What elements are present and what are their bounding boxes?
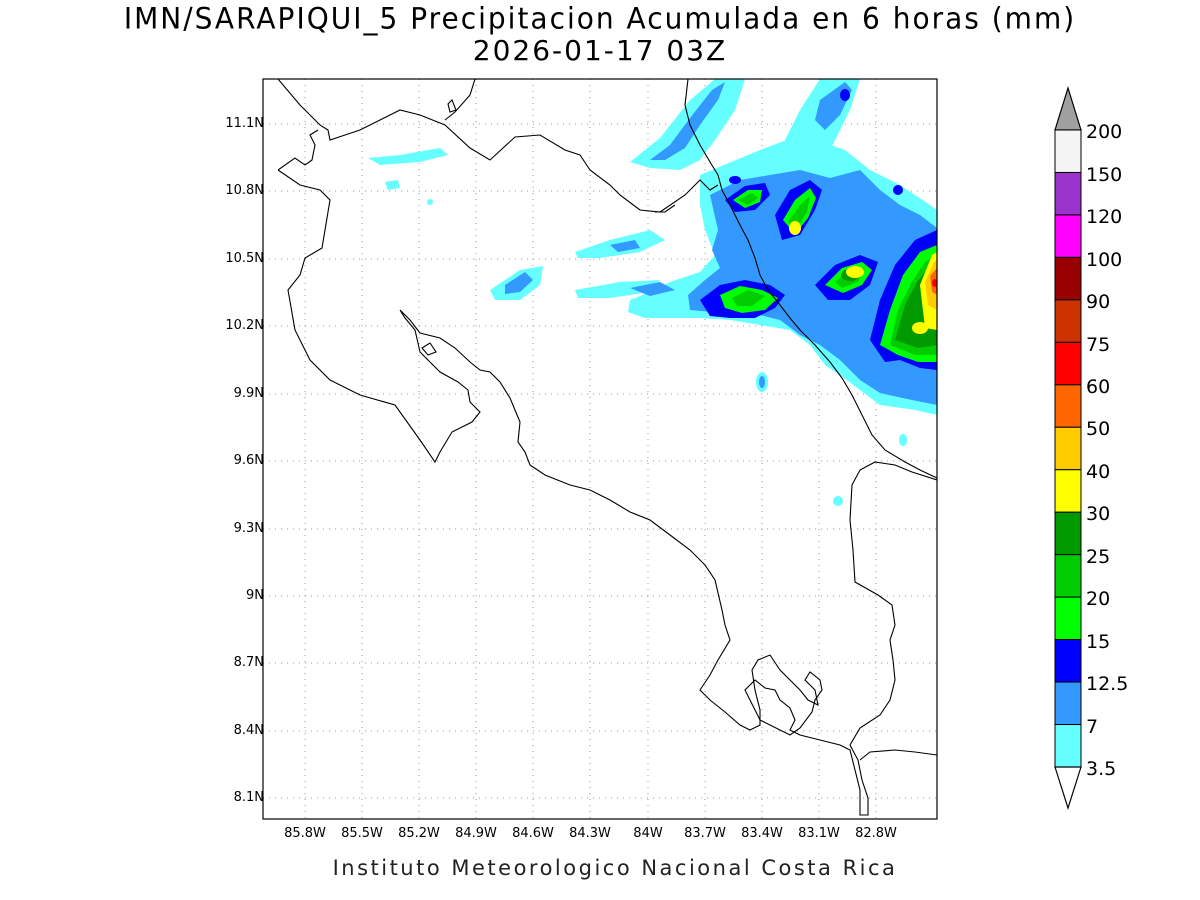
lat-tick-label: 9N (246, 588, 264, 603)
chart-subtitle-datetime: 2026-01-17 03Z (472, 34, 728, 67)
colorbar-swatch (1054, 681, 1082, 726)
precip-high (925, 260, 937, 310)
lat-tick-label: 10.8N (225, 183, 264, 198)
lat-tick-label: 9.3N (233, 521, 264, 536)
lon-tick-label: 83.7W (684, 826, 726, 841)
colorbar-label: 50 (1086, 418, 1111, 440)
lon-tick-label: 84.3W (569, 826, 611, 841)
lat-tick-label: 10.5N (225, 251, 264, 266)
colorbar-label: 60 (1086, 376, 1111, 398)
colorbar-swatch (1054, 256, 1082, 301)
lon-tick-label: 85.2W (398, 826, 440, 841)
colorbar-swatch (1054, 426, 1082, 471)
lon-tick-label: 84.9W (455, 826, 497, 841)
lon-tick-label: 85.8W (284, 826, 326, 841)
lat-tick-label: 8.1N (233, 790, 264, 805)
colorbar-label: 12.5 (1086, 673, 1129, 695)
colorbar-swatch (1054, 171, 1082, 216)
colorbar-swatch (1054, 554, 1082, 598)
lat-tick-label: 9.6N (233, 453, 264, 468)
colorbar-label: 200 (1086, 121, 1123, 143)
colorbar-label: 15 (1086, 631, 1111, 653)
map-grid (263, 79, 937, 819)
colorbar-label: 120 (1086, 206, 1123, 228)
colorbar-swatch (1054, 341, 1082, 386)
colorbar-under-arrow (1054, 766, 1082, 810)
colorbar-label: 90 (1086, 291, 1111, 313)
colorbar-label: 3.5 (1086, 758, 1117, 780)
colorbar-label: 150 (1086, 164, 1123, 186)
colorbar-label: 40 (1086, 461, 1111, 483)
colorbar-swatch (1054, 299, 1082, 343)
lat-tick-label: 8.4N (233, 723, 264, 738)
lon-tick-label: 84W (633, 826, 663, 841)
lat-tick-label: 11.1N (225, 116, 264, 131)
lat-tick-label: 10.2N (225, 318, 264, 333)
colorbar-swatch (1054, 129, 1082, 173)
colorbar-swatch (1054, 214, 1082, 258)
lon-tick-label: 84.6W (512, 826, 554, 841)
lon-tick-label: 83.1W (798, 826, 840, 841)
coastlines (277, 79, 937, 816)
chart-title: IMN/SARAPIQUI_5 Precipitacion Acumulada … (123, 1, 1077, 36)
colorbar-swatch (1054, 724, 1082, 768)
colorbar-label: 30 (1086, 503, 1111, 525)
footer-credit: Instituto Meteorologico Nacional Costa R… (332, 856, 898, 880)
lat-tick-label: 8.7N (233, 655, 264, 670)
colorbar-label: 20 (1086, 588, 1111, 610)
colorbar-label: 7 (1086, 716, 1099, 738)
colorbar-legend (1054, 85, 1082, 810)
precipitation-field (368, 79, 937, 506)
lon-tick-label: 82.8W (855, 826, 897, 841)
lat-tick-label: 9.9N (233, 386, 264, 401)
colorbar-label: 75 (1086, 334, 1111, 356)
lon-tick-label: 85.5W (341, 826, 383, 841)
colorbar-swatch (1054, 469, 1082, 513)
lon-tick-label: 83.4W (741, 826, 783, 841)
colorbar-over-arrow (1054, 85, 1082, 131)
colorbar-label: 25 (1086, 546, 1111, 568)
colorbar-swatch (1054, 639, 1082, 683)
colorbar-swatch (1054, 384, 1082, 428)
colorbar-swatch (1054, 511, 1082, 556)
map-border (262, 78, 938, 820)
colorbar-swatch (1054, 596, 1082, 641)
colorbar-label: 100 (1086, 249, 1123, 271)
